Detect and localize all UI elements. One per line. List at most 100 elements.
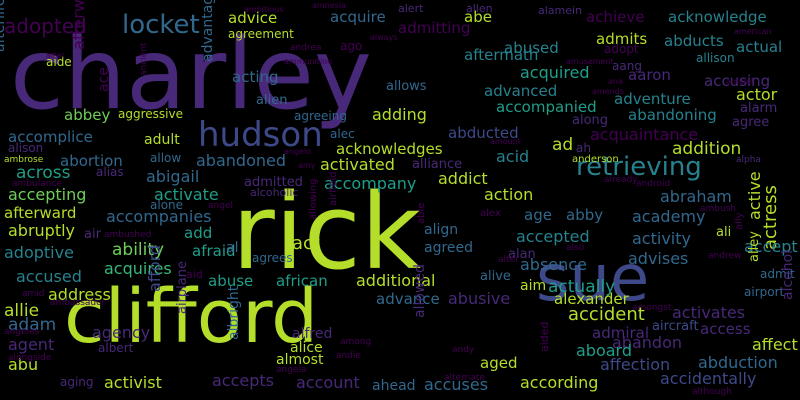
- word-alley: alley: [747, 231, 762, 262]
- word-aang: aang: [612, 59, 642, 73]
- word-abruptly: abruptly: [8, 221, 75, 240]
- word-andrew: andrew: [708, 251, 741, 261]
- word-abandon: abandon: [612, 333, 682, 352]
- word-alison: alison: [8, 141, 43, 155]
- word-ammunition: ammunition: [284, 57, 332, 66]
- word-alive: alive: [480, 269, 511, 284]
- word-actor: actor: [736, 85, 778, 104]
- word-accompanies: accompanies: [106, 207, 212, 226]
- word-achieve: achieve: [586, 8, 644, 26]
- word-abduction: abduction: [698, 353, 778, 372]
- word-admitting: admitting: [398, 19, 470, 37]
- word-abuse: abuse: [208, 272, 253, 290]
- word-actual: actual: [736, 38, 782, 56]
- word-acquaintance: acquaintance: [590, 125, 698, 144]
- word-allowing: allowing: [308, 179, 319, 220]
- word-alice: alice: [290, 340, 323, 356]
- word-alias: alias: [96, 165, 124, 179]
- word-among: among: [340, 337, 371, 347]
- word-acquire: acquire: [330, 8, 386, 26]
- word-afterwards: afterwards: [69, 0, 88, 50]
- word-acknowledges: acknowledges: [336, 140, 443, 158]
- word-abbey: abbey: [64, 106, 110, 124]
- word-aide: aide: [46, 55, 72, 69]
- word-able: able: [416, 203, 427, 224]
- word-alter: alter: [498, 255, 519, 265]
- word-anderson: anderson: [572, 154, 619, 165]
- word-sue: sue: [536, 242, 649, 316]
- word-locket: locket: [122, 10, 200, 40]
- word-ambitious: ambitious: [244, 5, 284, 14]
- word-activist: activist: [104, 373, 162, 392]
- word-allison: allison: [696, 51, 735, 65]
- word-adopt: adopt: [604, 42, 639, 56]
- word-aftermath: aftermath: [464, 46, 538, 64]
- word-abraham: abraham: [660, 187, 732, 206]
- word-always: always: [370, 33, 397, 42]
- word-agreeing: agreeing: [294, 109, 347, 123]
- word-afford: afford: [145, 245, 164, 292]
- word-amnesia: amnesia: [312, 1, 346, 10]
- word-accept: accept: [744, 237, 798, 256]
- word-age: age: [524, 206, 552, 224]
- word-aided: aided: [538, 321, 551, 352]
- word-alpha: alpha: [736, 155, 761, 165]
- word-ambush: ambush: [700, 204, 736, 214]
- word-acquires: acquires: [104, 259, 172, 278]
- word-alcohol: alcohol: [780, 250, 796, 300]
- word-allows: allows: [386, 79, 427, 94]
- word-ambushed: ambushed: [104, 230, 151, 240]
- word-air: air: [84, 227, 102, 242]
- word-activity: activity: [632, 229, 691, 248]
- word-along: along: [572, 113, 608, 128]
- word-angeles: angeles: [4, 327, 40, 337]
- word-accidentally: accidentally: [660, 369, 756, 388]
- word-alcoholic: alcoholic: [250, 186, 298, 199]
- word-adoptive: adoptive: [4, 243, 74, 262]
- word-additional: additional: [356, 271, 435, 290]
- word-already: already: [604, 175, 638, 185]
- word-agent: agent: [8, 335, 54, 354]
- word-admiral: admiral: [592, 324, 649, 342]
- word-abe: abe: [464, 8, 492, 26]
- word-accompany: accompany: [324, 174, 416, 193]
- word-agree: agree: [732, 115, 769, 130]
- word-actress: actress: [760, 185, 781, 250]
- word-alert: alert: [398, 2, 424, 15]
- word-admit: admit: [760, 267, 795, 281]
- word-amulet: amulet: [726, 77, 754, 86]
- word-charley: charley: [10, 18, 372, 132]
- word-abandoned: abandoned: [196, 151, 286, 170]
- word-addition: addition: [672, 139, 741, 159]
- word-although: although: [692, 387, 732, 397]
- word-clifford: clifford: [64, 274, 318, 360]
- word-al: al: [226, 240, 238, 256]
- word-address: address: [48, 285, 111, 304]
- word-accompanied: accompanied: [496, 98, 597, 116]
- word-angelo: angelo: [284, 147, 311, 156]
- word-alternate: alternate: [444, 373, 485, 383]
- word-ahead: ahead: [372, 378, 416, 394]
- word-airplane: airplane: [175, 261, 190, 314]
- word-adding: adding: [372, 105, 427, 124]
- word-align: align: [424, 222, 458, 238]
- word-amid: amid: [22, 289, 45, 299]
- word-rick: rick: [232, 171, 421, 293]
- word-absence: absence: [520, 255, 587, 274]
- word-accepted: accepted: [516, 227, 590, 246]
- word-according: according: [520, 373, 598, 392]
- word-aggressive: aggressive: [118, 107, 183, 121]
- word-advantager: advantager: [200, 0, 216, 62]
- word-activate: activate: [154, 185, 219, 204]
- word-accuses: accuses: [424, 375, 488, 394]
- word-addict: addict: [438, 169, 488, 188]
- word-android: android: [636, 179, 670, 189]
- word-accusing: accusing: [704, 72, 770, 90]
- word-ago: ago: [340, 39, 362, 53]
- word-agency: agency: [92, 323, 150, 342]
- word-accepting: accepting: [8, 185, 86, 204]
- word-amy: amy: [298, 161, 316, 170]
- word-abigail: abigail: [146, 167, 199, 186]
- word-affect: affect: [752, 335, 798, 354]
